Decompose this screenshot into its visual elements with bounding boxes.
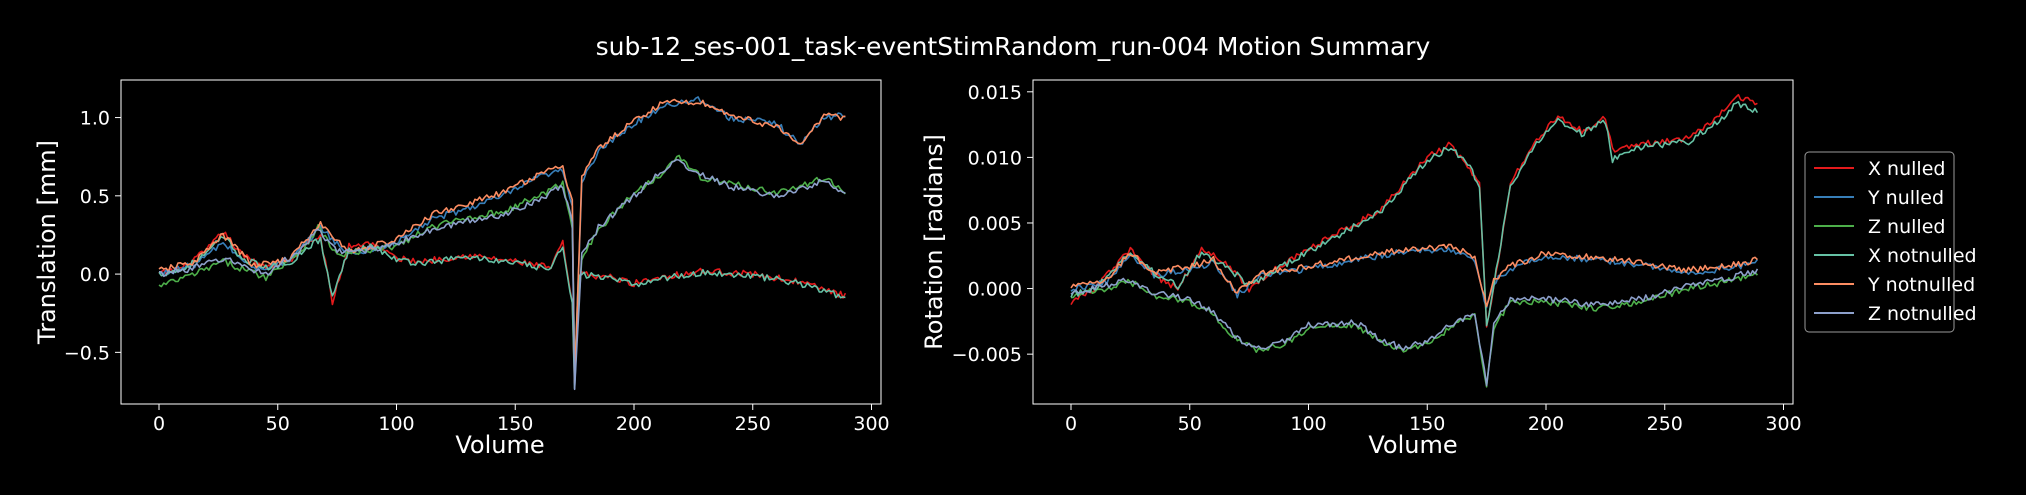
translation-xtick-label: 50 [266, 413, 290, 435]
translation-ytick-label: 1.0 [80, 108, 110, 130]
legend: X nulled Y nulled Z nulled X notnulled Y not… [1804, 151, 1977, 333]
translation-series-z-notnulled [158, 158, 846, 391]
legend-label: Z nulled [1868, 216, 1945, 238]
rotation-series-y-notnulled [1070, 243, 1758, 308]
translation-series-x-nulled [158, 231, 847, 385]
translation-xtick-label: 250 [735, 413, 771, 435]
rotation-ytick-label: 0.010 [968, 147, 1022, 169]
rotation-xtick-label: 50 [1178, 413, 1202, 435]
rotation-ytick-label: −0.005 [952, 344, 1022, 366]
translation-ytick-label: −0.5 [64, 342, 110, 364]
translation-ytick-label: 0.0 [80, 264, 110, 286]
rotation-xtick-label: 0 [1065, 413, 1077, 435]
rotation-xtick-label: 250 [1647, 413, 1683, 435]
translation-series-x-notnulled [158, 235, 846, 390]
rotation-axes-frame [1032, 79, 1794, 405]
translation-xtick-label: 200 [616, 413, 652, 435]
translation-series-y-nulled [158, 96, 846, 386]
translation-series-y-notnulled [158, 98, 846, 384]
rotation-xtick-label: 300 [1765, 413, 1801, 435]
legend-label: Z notnulled [1868, 303, 1977, 325]
rotation-xtick-label: 100 [1290, 413, 1326, 435]
legend-label: X nulled [1868, 158, 1945, 180]
rotation-ytick-label: 0.000 [968, 279, 1022, 301]
rotation-ylabel: Rotation [radians] [920, 134, 948, 350]
translation-xtick-label: 150 [497, 413, 533, 435]
translation-xtick-label: 300 [853, 413, 889, 435]
translation-xtick-label: 0 [153, 413, 165, 435]
translation-ylabel: Translation [mm] [33, 140, 61, 345]
translation-panel: Translation [mm] Volume 0 50 100 150 200 250 3… [33, 79, 890, 459]
rotation-xlabel: Volume [1368, 431, 1457, 459]
rotation-series-x-notnulled [1070, 101, 1759, 327]
rotation-panel: Rotation [radians] Volume 0 50 100 150 200 25… [920, 79, 1802, 459]
rotation-ytick-label: 0.015 [968, 82, 1022, 104]
legend-label: X notnulled [1868, 245, 1977, 267]
legend-label: Y nulled [1867, 187, 1944, 209]
legend-label: Y notnulled [1867, 274, 1975, 296]
translation-axes-frame [120, 79, 882, 405]
rotation-xtick-label: 150 [1409, 413, 1445, 435]
translation-ytick-label: 0.5 [80, 186, 110, 208]
figure-title: sub-12_ses-001_task-eventStimRandom_run-… [596, 32, 1431, 61]
rotation-ytick-label: 0.005 [968, 213, 1022, 235]
rotation-series-z-notnulled [1070, 268, 1759, 387]
rotation-xtick-label: 200 [1528, 413, 1564, 435]
translation-xtick-label: 100 [378, 413, 414, 435]
translation-xlabel: Volume [455, 431, 544, 459]
